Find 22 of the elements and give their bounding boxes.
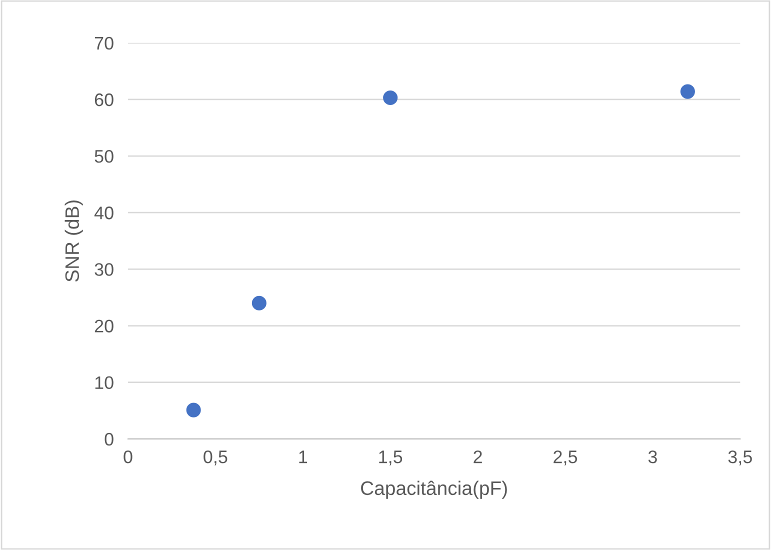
y-tick-label: 70 bbox=[94, 36, 114, 50]
point bbox=[252, 296, 266, 310]
point bbox=[383, 90, 398, 106]
x-tick-label: 0,5 bbox=[204, 450, 228, 466]
point bbox=[186, 402, 201, 418]
y-tick-label: 0 bbox=[104, 432, 114, 446]
x-tick-label: 1 bbox=[299, 450, 308, 464]
y-tick-label: 10 bbox=[95, 376, 114, 390]
x-tick-label: 1,5 bbox=[379, 450, 402, 466]
y-tick-label: 60 bbox=[94, 93, 114, 106]
y-tick-label: 50 bbox=[94, 150, 114, 163]
x-tick-label: 2 bbox=[474, 450, 482, 464]
y-axis-title: SNR (dB) bbox=[64, 200, 83, 282]
y-tick-label: 40 bbox=[94, 206, 114, 220]
x-tick-label: 2,5 bbox=[554, 450, 578, 466]
point bbox=[680, 84, 695, 99]
x-tick-label: 3 bbox=[648, 450, 657, 464]
y-tick-label: 30 bbox=[94, 263, 114, 276]
y-tick-label: 20 bbox=[94, 320, 114, 332]
x-tick-label: 3,5 bbox=[728, 450, 752, 466]
x-tick-label: 0 bbox=[124, 450, 132, 464]
x-axis-title: Capacitância(pF) bbox=[361, 480, 507, 499]
